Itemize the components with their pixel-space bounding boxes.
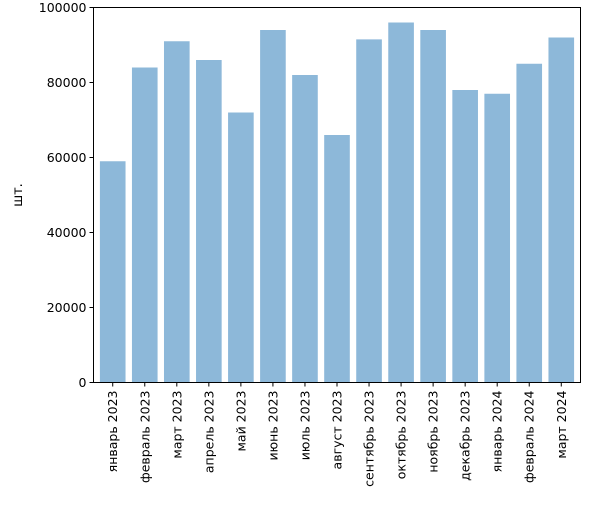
bar [131,67,158,383]
x-tick-label: февраль 2024 [522,390,537,483]
bar [484,93,511,383]
y-axis-label: шт. [11,183,26,207]
bar [228,112,254,383]
x-tick-label: январь 2024 [490,390,505,472]
x-tick-label: апрель 2023 [201,391,216,474]
x-tick-label: сентябрь 2023 [362,391,377,487]
plot-frame [93,7,581,383]
y-tick-label: 60000 [47,150,87,165]
bar [260,30,286,383]
bar [292,75,318,383]
x-tick-label: декабрь 2023 [458,391,473,481]
bars-group [99,22,575,383]
x-axis-ticks: январь 2023 февраль 2023 март 2023 апрель 2… [105,382,569,487]
x-tick-label: январь 2023 [105,391,120,473]
x-tick-label: март 2024 [554,390,569,458]
x-tick-label: август 2023 [330,391,345,470]
y-tick-label: 40000 [47,225,87,240]
bar [163,41,190,383]
bar [548,37,575,383]
y-tick-label: 100000 [39,0,87,15]
x-tick-label: июнь 2023 [265,391,280,461]
x-tick-label: февраль 2023 [137,391,152,483]
x-tick-label: октябрь 2023 [394,391,409,480]
y-tick-label: 80000 [47,75,87,90]
x-tick-label: июль 2023 [297,391,312,461]
bar [356,39,382,383]
bar [516,63,543,383]
bar [99,161,126,383]
x-tick-label: май 2023 [233,391,248,452]
x-tick-label: ноябрь 2023 [426,391,441,473]
y-axis-ticks: 0 20000 40000 60000 80000 100000 [39,0,94,390]
y-tick-label: 0 [79,375,87,390]
bar [452,90,478,383]
y-tick-label: 20000 [47,300,87,315]
bar [324,135,350,383]
bar [388,22,414,383]
bar [196,60,222,383]
bar [420,30,446,383]
x-tick-label: март 2023 [169,391,184,459]
